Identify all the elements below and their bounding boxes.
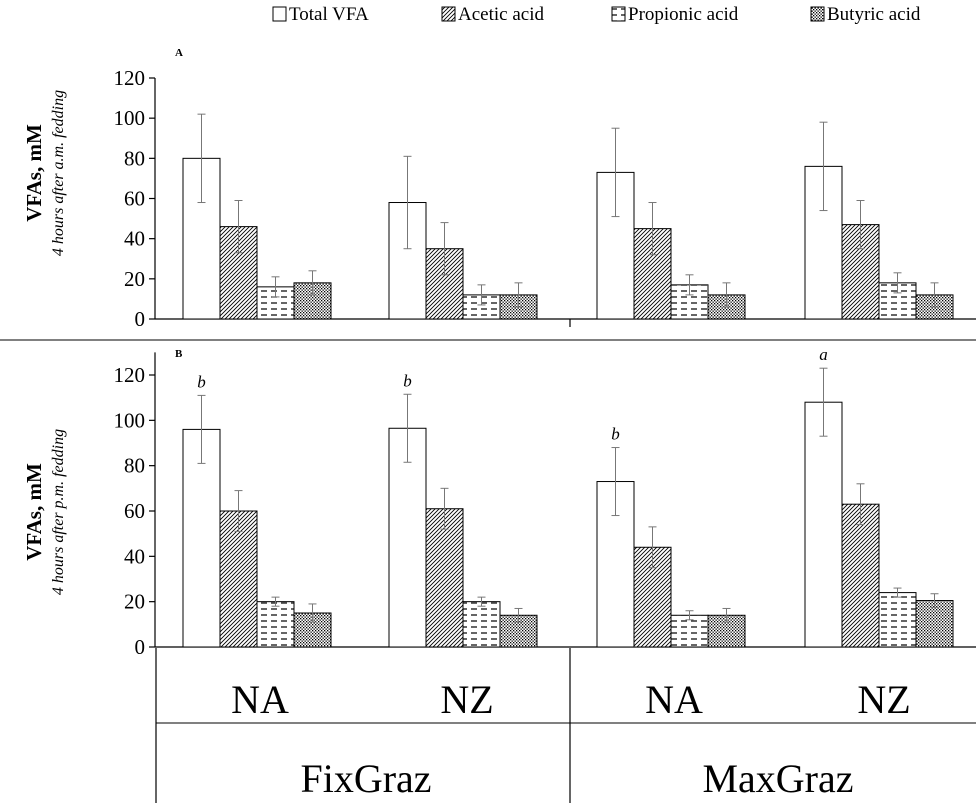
group-label-na-fixgraz: NA bbox=[231, 677, 289, 722]
panel-a-label: A bbox=[175, 47, 183, 59]
panel-a-y-tick-label-40: 40 bbox=[124, 227, 145, 251]
legend-label-acetic-acid: Acetic acid bbox=[458, 4, 544, 25]
panel-b-y-axis-subtitle: 4 hours after p.m. fedding bbox=[50, 429, 67, 595]
legend-swatch-acetic-acid bbox=[442, 7, 455, 21]
panel-a-plot: 0 20 40 60 80 100 120 bbox=[114, 66, 976, 331]
group-label-nz-fixgraz: NZ bbox=[440, 677, 493, 722]
legend-swatch-total-vfa bbox=[273, 7, 286, 21]
panel-b-bar-propionic-acid-na-fixgraz bbox=[257, 602, 294, 647]
legend-label-propionic-acid: Propionic acid bbox=[628, 4, 739, 25]
legend: Total VFA Acetic acid Propionic acid But… bbox=[273, 4, 921, 25]
panel-b-bar-total-vfa-nz-maxgraz bbox=[805, 402, 842, 647]
panel-b-y-tick-label-80: 80 bbox=[124, 454, 145, 478]
panel-a-y-axis-subtitle: 4 hours after a.m. fedding bbox=[50, 90, 67, 256]
panel-b-bar-propionic-acid-nz-maxgraz bbox=[879, 593, 916, 647]
legend-label-butyric-acid: Butyric acid bbox=[827, 4, 921, 25]
panel-a: A VFAs, mM 4 hours after a.m. fedding 0 2… bbox=[22, 47, 976, 331]
panel-a-y-tick-label-0: 0 bbox=[135, 307, 146, 331]
panel-a-y-tick-label-80: 80 bbox=[124, 146, 145, 170]
panel-b-significance-letter-nz-fixgraz: b bbox=[403, 371, 412, 390]
panel-b-significance-letter-na-fixgraz: b bbox=[197, 372, 206, 391]
panel-b-y-tick-label-60: 60 bbox=[124, 499, 145, 523]
panel-a-y-tick-label-100: 100 bbox=[114, 106, 146, 130]
panel-b-y-tick-label-0: 0 bbox=[135, 635, 146, 659]
group-label-nz-maxgraz: NZ bbox=[857, 677, 910, 722]
panel-a-y-tick-label-20: 20 bbox=[124, 267, 145, 291]
group-label-na-maxgraz: NA bbox=[645, 677, 703, 722]
system-label-fixgraz: FixGraz bbox=[300, 756, 431, 801]
panel-b-significance-letter-na-maxgraz: b bbox=[611, 425, 620, 444]
panel-b-plot: 0 20 40 60 80 100 120 b b b a bbox=[114, 345, 976, 659]
category-axis: NA NZ NA NZ FixGraz MaxGraz bbox=[156, 648, 976, 803]
system-label-maxgraz: MaxGraz bbox=[702, 756, 853, 801]
legend-swatch-butyric-acid bbox=[811, 7, 824, 21]
panel-b-y-tick-label-20: 20 bbox=[124, 590, 145, 614]
panel-b: B VFAs, mM 4 hours after p.m. fedding 0 2… bbox=[22, 345, 976, 659]
legend-label-total-vfa: Total VFA bbox=[289, 4, 369, 25]
panel-b-bar-propionic-acid-nz-fixgraz bbox=[463, 602, 500, 647]
panel-b-y-tick-label-120: 120 bbox=[114, 363, 146, 387]
panel-a-y-tick-label-60: 60 bbox=[124, 187, 145, 211]
panel-b-y-tick-label-40: 40 bbox=[124, 544, 145, 568]
panel-b-label: B bbox=[175, 348, 183, 360]
panel-a-y-tick-label-120: 120 bbox=[114, 66, 146, 90]
panel-a-y-axis-title: VFAs, mM bbox=[22, 124, 46, 222]
panel-b-significance-letter-nz-maxgraz: a bbox=[819, 345, 828, 364]
legend-swatch-propionic-acid bbox=[612, 7, 625, 21]
panel-b-y-axis-title: VFAs, mM bbox=[22, 463, 46, 561]
panel-b-y-tick-label-100: 100 bbox=[114, 408, 146, 432]
panel-b-bar-acetic-acid-nz-maxgraz bbox=[842, 504, 879, 647]
